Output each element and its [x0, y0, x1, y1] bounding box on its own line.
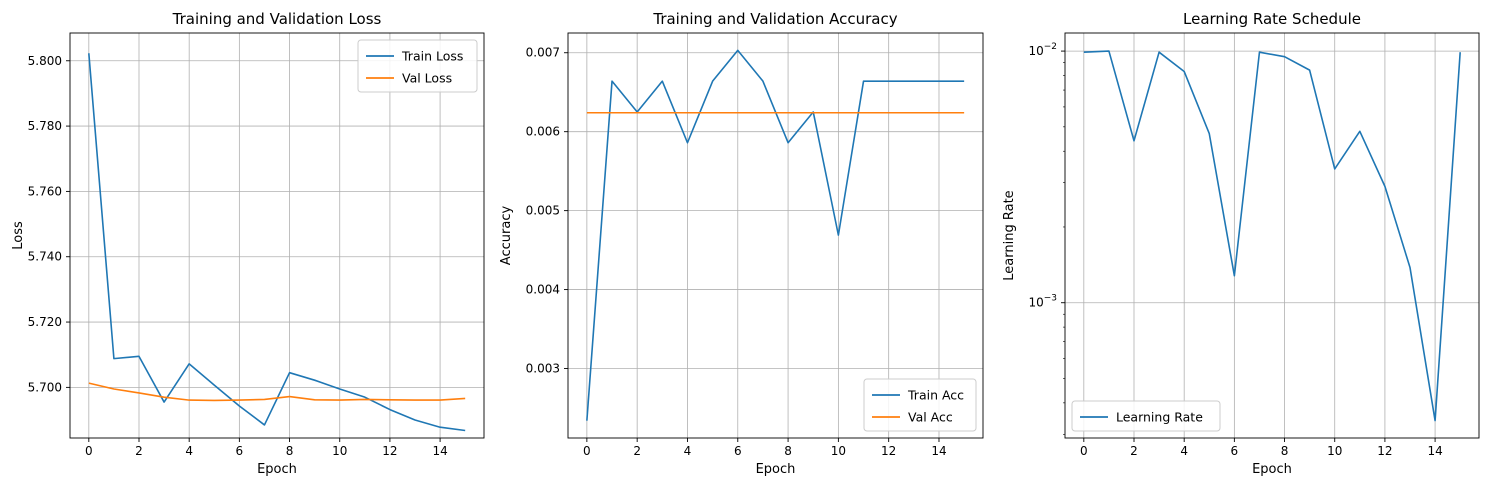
- learning-rate-legend-box: [1071, 400, 1221, 432]
- learning-rate-x-tick-label: 4: [1180, 444, 1188, 458]
- accuracy-y-axis-label: Accuracy: [499, 206, 514, 266]
- loss-x-tick-label: 0: [85, 444, 93, 458]
- learning-rate-x-tick-label: 0: [1080, 444, 1088, 458]
- learning-rate-axes-frame: [1064, 32, 1480, 439]
- loss-y-tick-label: 5.740: [28, 250, 62, 264]
- loss-x-tick-label: 2: [135, 444, 143, 458]
- accuracy-x-tick-label: 0: [583, 444, 591, 458]
- accuracy-x-tick-label: 10: [831, 444, 846, 458]
- loss-x-axis-label: Epoch: [257, 462, 297, 477]
- learning-rate-grid: [1065, 33, 1479, 438]
- learning-rate-x-tick-label: 10: [1327, 444, 1342, 458]
- loss-y-tick-label: 5.800: [28, 54, 62, 68]
- accuracy-axes-frame: [567, 32, 984, 439]
- loss-legend: Train Loss Val Loss: [357, 39, 478, 93]
- learning-rate-legend-label: Learning Rate: [1116, 410, 1203, 425]
- accuracy-y-tick-label: 0.006: [526, 125, 560, 139]
- accuracy-x-tick-label: 14: [931, 444, 946, 458]
- loss-x-tick-label: 4: [185, 444, 193, 458]
- accuracy-grid: [568, 33, 983, 438]
- loss-y-tick-label: 5.700: [28, 380, 62, 394]
- accuracy-chart: 0 2 4 6 8 10 12 14 0.003 0.004 0.005 0.006 0.007 Trai…: [499, 10, 984, 477]
- loss-legend-label: Val Loss: [402, 71, 452, 86]
- accuracy-x-tick-label: 2: [633, 444, 641, 458]
- loss-y-tick-label: 5.760: [28, 184, 62, 198]
- accuracy-series-train-line: [586, 49, 965, 421]
- accuracy-y-tick-label: 0.004: [526, 283, 560, 297]
- accuracy-x-tick-label: 4: [684, 444, 692, 458]
- accuracy-x-axis-label: Epoch: [756, 462, 796, 477]
- loss-legend-label: Train Loss: [401, 49, 463, 64]
- learning-rate-x-tick-label: 6: [1231, 444, 1239, 458]
- learning-rate-series-train-line: [1083, 50, 1461, 422]
- learning-rate-y-tick-label: 10−3: [1028, 294, 1057, 310]
- learning-rate-y-tick-label: 10−2: [1028, 42, 1057, 58]
- learning-rate-chart-title: Learning Rate Schedule: [1183, 10, 1361, 28]
- loss-x-tick-label: 14: [432, 444, 447, 458]
- loss-series-val-line: [88, 382, 466, 402]
- learning-rate-y-axis-label: Learning Rate: [1002, 190, 1017, 280]
- accuracy-y-tick-label: 0.003: [526, 362, 560, 376]
- learning-rate-x-tick-label: 14: [1427, 444, 1442, 458]
- accuracy-y-tick-label: 0.007: [526, 46, 560, 60]
- learning-rate-x-axis-label: Epoch: [1252, 462, 1292, 477]
- accuracy-legend-label: Val Acc: [908, 410, 953, 425]
- loss-series-train-line: [88, 53, 466, 432]
- accuracy-legend: Train Acc Val Acc: [863, 378, 977, 432]
- learning-rate-chart: 0 2 4 6 8 10 12 14 10−3 10−2 Learning Rate Schedul…: [1002, 10, 1480, 477]
- learning-rate-x-tick-label: 8: [1281, 444, 1289, 458]
- accuracy-chart-title: Training and Validation Accuracy: [652, 10, 897, 28]
- loss-legend-box: [357, 39, 478, 93]
- accuracy-legend-box: [863, 378, 977, 432]
- accuracy-x-tick-label: 12: [881, 444, 896, 458]
- loss-y-tick-label: 5.780: [28, 119, 62, 133]
- loss-x-tick-label: 6: [236, 444, 244, 458]
- loss-x-tick-label: 8: [286, 444, 294, 458]
- accuracy-y-tick-label: 0.005: [526, 204, 560, 218]
- loss-grid: [70, 33, 484, 438]
- loss-y-tick-label: 5.720: [28, 315, 62, 329]
- loss-axes-frame: [69, 32, 485, 439]
- learning-rate-x-tick-label: 12: [1377, 444, 1392, 458]
- loss-x-tick-label: 12: [382, 444, 397, 458]
- loss-y-axis-label: Loss: [11, 221, 26, 250]
- learning-rate-legend: Learning Rate: [1071, 400, 1221, 432]
- loss-x-tick-label: 10: [332, 444, 347, 458]
- loss-chart: 0 2 4 6 8 10 12 14 5.700 5.720 5.740 5.760 5.780 5.80…: [11, 10, 485, 477]
- loss-chart-title: Training and Validation Loss: [172, 10, 382, 28]
- accuracy-legend-label: Train Acc: [907, 388, 964, 403]
- accuracy-x-tick-label: 8: [784, 444, 792, 458]
- learning-rate-x-tick-label: 2: [1130, 444, 1138, 458]
- accuracy-x-tick-label: 6: [734, 444, 742, 458]
